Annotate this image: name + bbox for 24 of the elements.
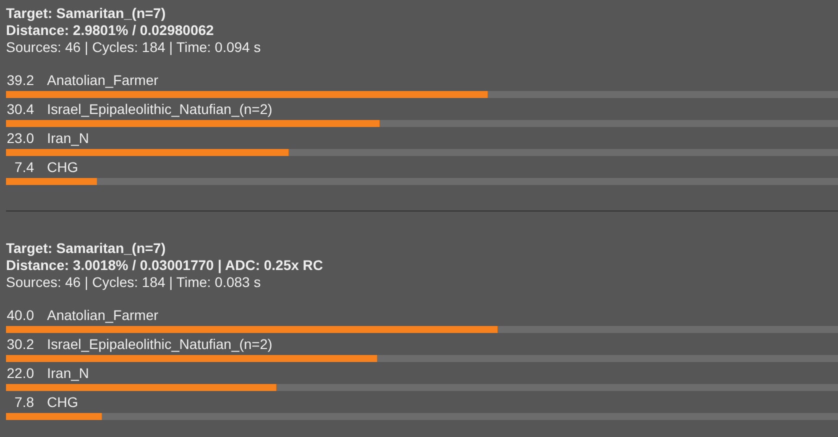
data-label: 40.0	[6, 307, 34, 323]
source-note: Sources: 46 | Cycles: 184 | Time: 0.094 s	[6, 39, 261, 55]
chart-subtitle: Distance: 2.9801% / 0.02980062	[6, 22, 214, 38]
chart-subtitle: Distance: 3.0018% / 0.03001770 | ADC: 0.25x RC	[6, 257, 324, 274]
data-label: 7.4	[14, 159, 34, 175]
category-label: CHG	[47, 394, 78, 410]
category-label: Iran_N	[47, 130, 90, 146]
data-label: 23.0	[6, 130, 34, 146]
bar	[6, 413, 102, 420]
data-label: 30.2	[6, 336, 34, 352]
category-label: Anatolian_Farmer	[47, 72, 158, 88]
category-label: Anatolian_Farmer	[47, 307, 158, 323]
chart-title: Target: Samaritan_(n=7)	[6, 240, 166, 256]
data-label: 30.4	[6, 101, 34, 117]
category-label: Israel_Epipaleolithic_Natufian_(n=2)	[47, 101, 272, 117]
category-label: Israel_Epipaleolithic_Natufian_(n=2)	[47, 336, 272, 352]
data-label: 22.0	[6, 365, 34, 381]
bar	[6, 178, 97, 185]
category-label: Iran_N	[47, 365, 90, 381]
data-label: 39.2	[6, 72, 34, 88]
data-label: 7.8	[14, 394, 34, 410]
source-note: Sources: 46 | Cycles: 184 | Time: 0.083 s	[6, 274, 261, 290]
chart-title: Target: Samaritan_(n=7)	[6, 5, 166, 21]
category-label: CHG	[47, 159, 78, 175]
